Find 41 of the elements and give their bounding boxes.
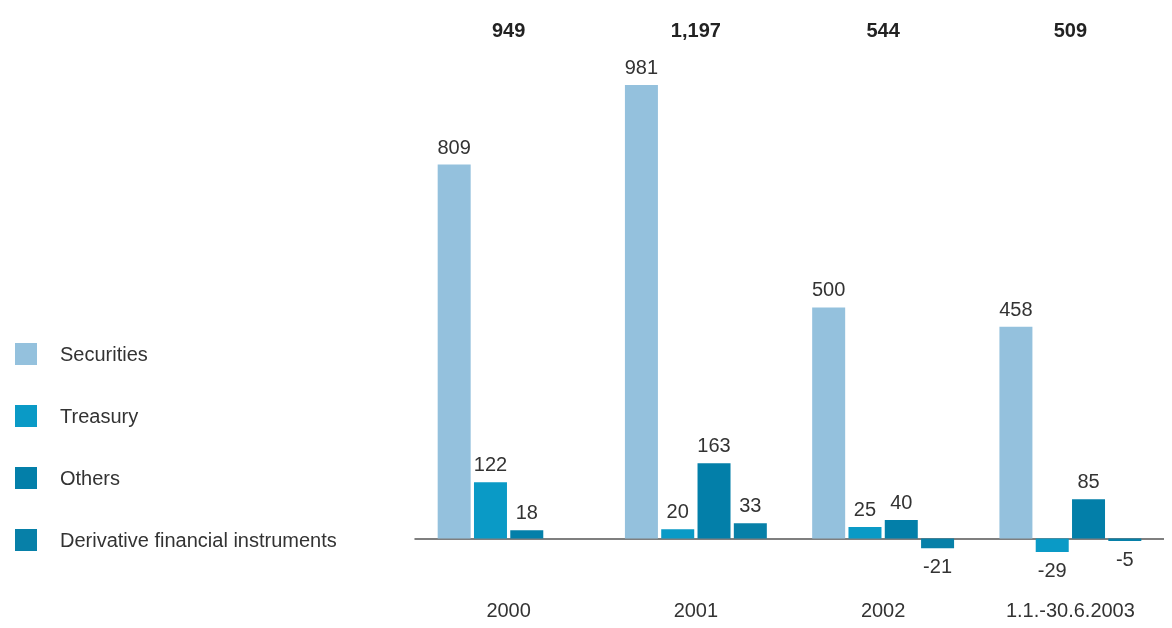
text: 1,197 xyxy=(670,19,721,41)
data-label: 85 xyxy=(1077,470,1100,493)
data-label: 500 xyxy=(811,278,846,301)
text: 509 xyxy=(1053,19,1088,41)
data-label: 18 xyxy=(515,501,538,524)
bar xyxy=(697,463,731,539)
x-tick-label: 2000 xyxy=(486,599,531,621)
x-tick-label: 2001 xyxy=(673,599,719,621)
bar xyxy=(624,85,658,539)
data-label: 122 xyxy=(473,453,508,476)
data-label: 20 xyxy=(666,500,689,523)
bar xyxy=(733,523,767,539)
legend-label: Securities xyxy=(60,343,148,365)
x-tick-label: 2002 xyxy=(860,599,906,621)
data-label: 25 xyxy=(853,498,877,521)
legend-label: Treasury xyxy=(60,405,139,427)
data-label: 809 xyxy=(437,135,471,158)
bar xyxy=(848,527,882,539)
x-tick-label: 1.1.-30.6.2003 xyxy=(1005,599,1135,621)
bar xyxy=(999,326,1033,539)
data-label: -21 xyxy=(923,555,953,578)
legend-label: Others xyxy=(60,467,121,489)
bar xyxy=(1035,538,1069,552)
bar xyxy=(812,307,846,539)
legend-label: Derivative financial instruments xyxy=(60,529,337,551)
bar xyxy=(510,530,544,539)
bar xyxy=(473,482,507,539)
bar xyxy=(921,538,955,549)
bar xyxy=(661,529,695,539)
data-label: -5 xyxy=(1115,547,1134,570)
data-label: -29 xyxy=(1037,559,1067,581)
bar xyxy=(1072,499,1106,539)
text: 544 xyxy=(866,19,901,41)
text: 949 xyxy=(491,19,526,41)
data-label: 33 xyxy=(739,494,762,517)
data-label: 458 xyxy=(999,297,1033,320)
data-label: 40 xyxy=(890,491,913,514)
data-label: 981 xyxy=(624,56,659,78)
bar xyxy=(884,520,918,539)
bar xyxy=(437,164,471,539)
data-label: 163 xyxy=(697,434,731,457)
